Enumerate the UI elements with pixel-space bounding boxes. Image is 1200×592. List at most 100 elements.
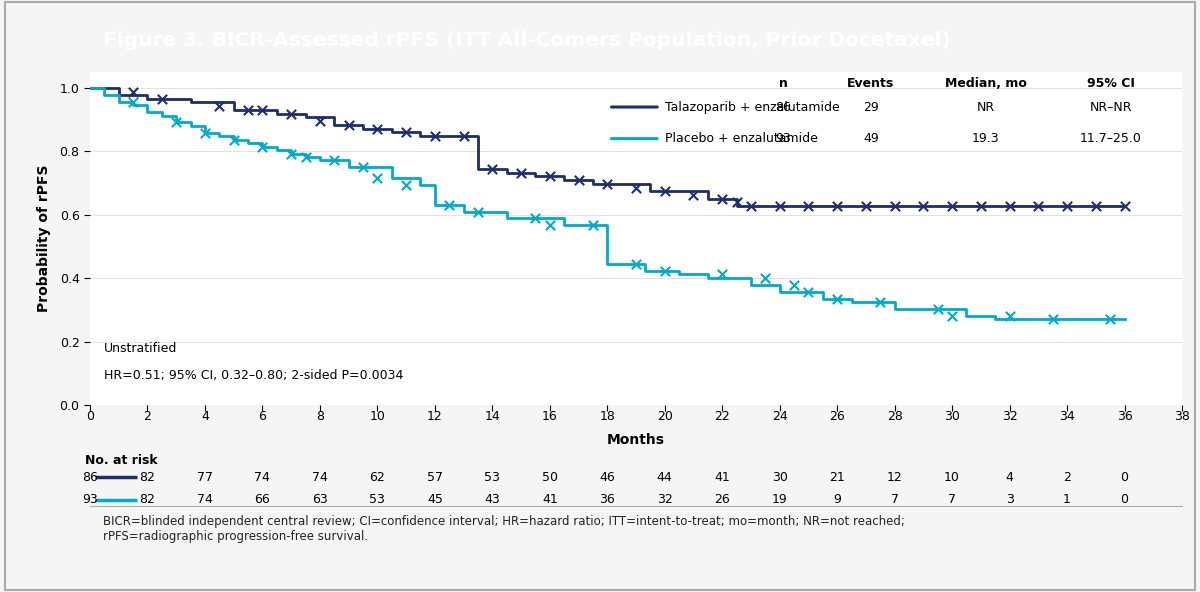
- Text: Months: Months: [607, 433, 665, 447]
- Point: [526, 213, 545, 223]
- Point: [713, 194, 732, 203]
- Text: No. at risk: No. at risk: [84, 454, 157, 467]
- Text: NR: NR: [977, 101, 995, 114]
- Text: 74: 74: [312, 471, 328, 484]
- Point: [799, 287, 818, 296]
- Point: [913, 201, 932, 211]
- Point: [655, 266, 674, 275]
- Point: [727, 197, 746, 207]
- Text: 36: 36: [1117, 410, 1133, 423]
- Text: 9: 9: [833, 493, 841, 506]
- Point: [311, 117, 330, 126]
- Text: 4: 4: [202, 410, 209, 423]
- Text: 36: 36: [599, 493, 616, 506]
- Text: 63: 63: [312, 493, 328, 506]
- Text: 26: 26: [829, 410, 845, 423]
- Text: 86: 86: [82, 471, 98, 484]
- Text: 4: 4: [1006, 471, 1014, 484]
- Text: 45: 45: [427, 493, 443, 506]
- Text: 74: 74: [197, 493, 212, 506]
- Text: 0: 0: [1121, 471, 1128, 484]
- Text: 7: 7: [890, 493, 899, 506]
- Point: [569, 175, 588, 185]
- Text: 50: 50: [541, 471, 558, 484]
- Text: 49: 49: [863, 132, 878, 145]
- Text: 30: 30: [772, 471, 787, 484]
- Text: Median, mo: Median, mo: [944, 77, 1026, 90]
- Text: 95% CI: 95% CI: [1087, 77, 1135, 90]
- Text: 2: 2: [1063, 471, 1070, 484]
- Text: 46: 46: [599, 471, 616, 484]
- Text: 66: 66: [254, 493, 270, 506]
- Point: [296, 152, 316, 162]
- Text: Figure 3. BICR-Assessed rPFS (ITT All-Comers Population, Prior Docetaxel): Figure 3. BICR-Assessed rPFS (ITT All-Co…: [103, 31, 950, 50]
- Point: [1028, 201, 1048, 211]
- Y-axis label: Probability of rPFS: Probability of rPFS: [37, 165, 52, 313]
- Point: [857, 201, 876, 211]
- Text: 30: 30: [944, 410, 960, 423]
- Point: [540, 172, 559, 181]
- Text: 16: 16: [542, 410, 558, 423]
- Point: [340, 120, 359, 130]
- Text: 22: 22: [714, 410, 730, 423]
- Point: [253, 105, 272, 115]
- Text: 0: 0: [86, 410, 94, 423]
- Point: [124, 87, 143, 96]
- Text: 53: 53: [370, 493, 385, 506]
- Text: 82: 82: [139, 493, 156, 506]
- Point: [540, 220, 559, 230]
- Text: HR=0.51; 95% CI, 0.32–0.80; 2-sided P=0.0034: HR=0.51; 95% CI, 0.32–0.80; 2-sided P=0.…: [104, 369, 403, 382]
- Point: [152, 94, 172, 104]
- Text: 18: 18: [599, 410, 616, 423]
- Text: 82: 82: [139, 471, 156, 484]
- Point: [124, 97, 143, 107]
- Text: 1: 1: [1063, 493, 1070, 506]
- Point: [1043, 315, 1062, 324]
- Text: 10: 10: [370, 410, 385, 423]
- Point: [196, 128, 215, 137]
- Text: BICR=blinded independent central review; CI=confidence interval; HR=hazard ratio: BICR=blinded independent central review;…: [103, 515, 905, 543]
- Text: 38: 38: [1174, 410, 1190, 423]
- Point: [1000, 311, 1019, 321]
- Text: 6: 6: [258, 410, 266, 423]
- Point: [482, 164, 502, 173]
- Text: 19.3: 19.3: [972, 132, 1000, 145]
- Text: 11.7–25.0: 11.7–25.0: [1080, 132, 1142, 145]
- Point: [396, 128, 415, 137]
- Point: [253, 142, 272, 152]
- Text: 20: 20: [656, 410, 673, 423]
- Text: 32: 32: [656, 493, 673, 506]
- Text: 43: 43: [485, 493, 500, 506]
- Text: 10: 10: [944, 471, 960, 484]
- Text: 53: 53: [485, 471, 500, 484]
- Text: 26: 26: [714, 493, 730, 506]
- Point: [971, 201, 990, 211]
- Text: 57: 57: [427, 471, 443, 484]
- Point: [454, 131, 473, 141]
- Text: 93: 93: [775, 132, 791, 145]
- Point: [1086, 201, 1105, 211]
- Point: [626, 183, 646, 192]
- Text: 77: 77: [197, 471, 212, 484]
- Point: [886, 201, 905, 211]
- Point: [713, 269, 732, 279]
- Point: [511, 168, 530, 178]
- Point: [367, 124, 386, 133]
- Text: 32: 32: [1002, 410, 1018, 423]
- Text: n: n: [779, 77, 788, 90]
- Text: Talazoparib + enzalutamide: Talazoparib + enzalutamide: [666, 101, 840, 114]
- Text: 86: 86: [775, 101, 791, 114]
- Point: [167, 118, 186, 127]
- Point: [282, 149, 301, 158]
- Text: 62: 62: [370, 471, 385, 484]
- Point: [354, 162, 373, 172]
- Point: [1057, 201, 1076, 211]
- Point: [425, 131, 444, 141]
- Point: [583, 220, 602, 230]
- Text: 74: 74: [254, 471, 270, 484]
- Point: [439, 201, 458, 210]
- Text: 21: 21: [829, 471, 845, 484]
- Text: NR–NR: NR–NR: [1090, 101, 1133, 114]
- Point: [799, 201, 818, 211]
- Text: 41: 41: [714, 471, 730, 484]
